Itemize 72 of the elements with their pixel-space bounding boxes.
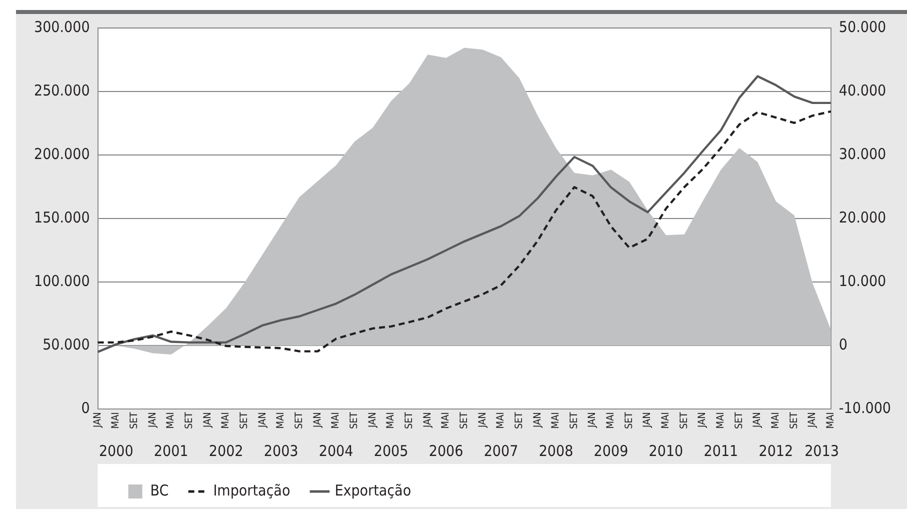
x-tick-label: JAN [532, 412, 544, 428]
x-tick-label: JAN [807, 412, 818, 428]
text: 2010 [648, 442, 684, 460]
x-tick-label: SET [734, 412, 745, 429]
y-tick-label: 150.000 [34, 208, 90, 226]
text: 2003 [264, 442, 298, 460]
x-tick-label: MAI [440, 412, 452, 429]
y2-tick-label: 20.000 [838, 208, 886, 226]
y2-tick-label: 0 [838, 335, 848, 354]
x-tick-label: JAN [477, 412, 488, 428]
y-tick-label: 50.000 [42, 335, 90, 354]
x-tick-label: JAN [257, 412, 268, 428]
x-tick-label: MAI [386, 412, 397, 429]
text: 2002 [208, 442, 244, 460]
legend-label: Importação [213, 481, 290, 500]
y-tick-label: 300.000 [34, 18, 90, 36]
legend-label: BC [150, 481, 169, 500]
x-tick-label: MAI [496, 412, 507, 429]
x-tick-label: SET [788, 412, 800, 429]
text: 2009 [594, 442, 628, 460]
text: 2004 [318, 442, 354, 460]
x-tick-label: MAI [276, 412, 287, 429]
x-tick-label: SET [678, 412, 690, 429]
y2-tick-label: -10.000 [838, 399, 892, 417]
y-tick-label: 250.000 [34, 81, 90, 100]
x-tick-label: MAI [660, 412, 672, 429]
text: 2001 [154, 442, 188, 460]
x-tick-label: JAN [367, 412, 378, 428]
x-tick-label: SET [129, 412, 140, 429]
x-tick-label: JAN [422, 412, 434, 428]
text: 2012 [758, 442, 794, 460]
y-tick-label: 200.000 [34, 144, 90, 163]
x-tick-label: MAI [770, 412, 782, 429]
x-tick-label: SET [568, 412, 580, 429]
x-tick-label: JAN [587, 412, 598, 428]
text: 2005 [374, 442, 408, 460]
y2-tick-label: 30.000 [838, 144, 886, 163]
x-tick-label: MAI [110, 412, 122, 429]
y2-tick-label: 50.000 [838, 18, 886, 36]
text: 2006 [428, 442, 464, 460]
x-tick-label: SET [294, 412, 305, 429]
x-tick-label: JAN [697, 412, 708, 428]
x-tick-label: MAI [550, 412, 562, 429]
x-tick-label: MAI [330, 412, 342, 429]
text: 2007 [484, 442, 518, 460]
x-tick-label: MAI [166, 412, 177, 429]
x-tick-label: SET [458, 412, 470, 429]
text: 2011 [704, 442, 738, 460]
x-tick-label: MAI [716, 412, 727, 429]
x-tick-label: SET [348, 412, 360, 429]
x-tick-label: SET [239, 412, 250, 429]
x-tick-label: MAI [220, 412, 232, 429]
x-tick-label: MAI [826, 412, 837, 429]
x-tick-label: JAN [147, 412, 158, 428]
x-tick-label: JAN [312, 412, 324, 428]
text: 2013 [804, 442, 839, 460]
x-tick-label: SET [514, 412, 525, 429]
x-tick-label: JAN [752, 412, 764, 428]
x-tick-label: SET [404, 412, 415, 429]
x-tick-label: JAN [92, 412, 104, 428]
y2-tick-label: 40.000 [838, 81, 886, 100]
x-tick-label: SET [184, 412, 196, 429]
text: 2000 [98, 442, 134, 460]
x-tick-label: JAN [202, 412, 214, 428]
y2-tick-label: 10.000 [838, 272, 886, 290]
y-tick-label: 0 [81, 399, 90, 417]
legend-label: Exportação [334, 481, 412, 500]
x-tick-label: MAI [606, 412, 617, 429]
x-tick-label: SET [624, 412, 635, 429]
y-tick-label: 100.000 [34, 272, 90, 290]
text: 2008 [538, 442, 574, 460]
x-tick-label: JAN [642, 412, 654, 428]
